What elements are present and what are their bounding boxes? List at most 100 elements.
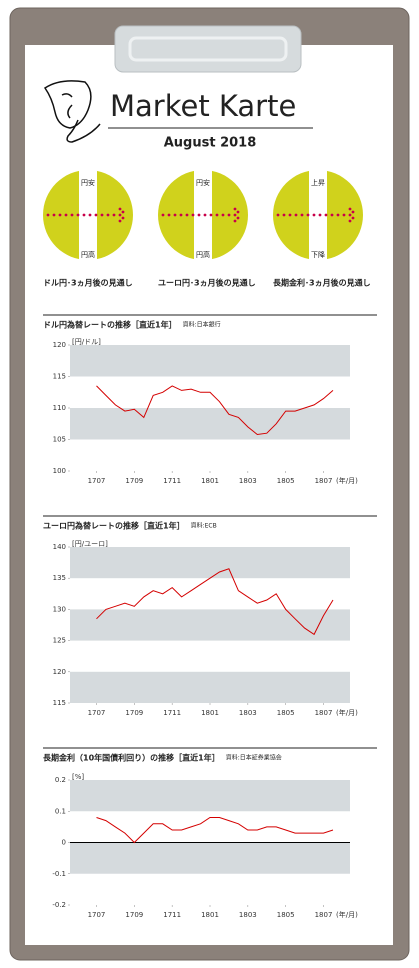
y-tick-label: 135 xyxy=(53,574,66,582)
line-series xyxy=(96,568,334,636)
y-tick-label: -0.1 xyxy=(52,870,66,878)
arrow-dot xyxy=(64,213,68,217)
arrow-dot xyxy=(58,213,62,217)
arrow-dot xyxy=(233,207,237,211)
x-tick-label: 1707 xyxy=(88,477,106,485)
arrow-dot xyxy=(348,213,352,217)
arrow-dot xyxy=(106,213,110,217)
outlook-caption: ドル円･3ヵ月後の見通し xyxy=(43,278,133,288)
grid-band xyxy=(70,547,350,579)
chart: 長期金利（10年国債利回り）の推移［直近1年］ 資料:日本証券業協会 -0.2 -0.… xyxy=(43,747,377,919)
clip-detail xyxy=(128,36,288,62)
y-tick-label: 115 xyxy=(53,373,66,381)
outlook-bottom: 円高 xyxy=(81,250,95,259)
outlook-caption: 長期金利･3ヵ月後の見通し xyxy=(273,278,371,288)
arrow-dot xyxy=(233,213,237,217)
y-tick-label: 125 xyxy=(53,637,66,645)
subtitle: August 2018 xyxy=(164,136,257,151)
outlook-band xyxy=(194,170,212,260)
arrow-dot xyxy=(179,213,183,217)
arrow-dot xyxy=(342,213,346,217)
x-tick-label: 1709 xyxy=(125,709,143,717)
arrow-dot xyxy=(100,213,104,217)
arrow-dot xyxy=(300,213,304,217)
y-tick-label: 120 xyxy=(53,668,66,676)
outlook-top: 円安 xyxy=(196,178,210,187)
chart-source: 資料:日本証券業協会 xyxy=(226,754,282,762)
arrow-dot xyxy=(215,213,219,217)
x-tick-label: 1801 xyxy=(201,709,219,717)
clip xyxy=(114,25,302,73)
x-axis-label: (年/月) xyxy=(336,708,358,717)
outlook-top: 上昇 xyxy=(311,178,325,187)
arrow-dot xyxy=(276,213,280,217)
y-tick-label: 130 xyxy=(53,605,66,613)
unit-label: [円/ユーロ] xyxy=(72,540,108,548)
x-tick-label: 1709 xyxy=(125,911,143,919)
grid-band xyxy=(70,609,350,641)
arrow-dot xyxy=(318,213,322,217)
chart-source: 資料:ECB xyxy=(191,522,217,530)
arrow-dot xyxy=(348,207,352,211)
grid-band xyxy=(70,842,350,874)
x-axis-label: (年/月) xyxy=(336,476,358,485)
outlook-band xyxy=(79,170,97,260)
x-tick-label: 1803 xyxy=(239,709,257,717)
x-tick-label: 1805 xyxy=(277,477,295,485)
outlooks: 円安円高ドル円･3ヵ月後の見通し円安円高ユーロ円･3ヵ月後の見通し上昇下降長期金… xyxy=(43,170,371,288)
arrow-dot xyxy=(312,213,316,217)
arrow-dot xyxy=(233,219,237,223)
x-tick-label: 1805 xyxy=(277,709,295,717)
grid-band xyxy=(70,345,350,377)
x-axis-label: (年/月) xyxy=(336,910,358,919)
y-tick-label: 0.2 xyxy=(55,776,66,784)
arrow-dot xyxy=(185,213,189,217)
arrow-dot xyxy=(52,213,56,217)
chart: ユーロ円為替レートの推移［直近1年］ 資料:ECB 115 120 125 130 135 1… xyxy=(43,515,377,717)
y-tick-label: 0.1 xyxy=(55,807,66,815)
line-series xyxy=(96,817,334,844)
y-tick-label: 120 xyxy=(53,341,66,349)
arrow-dot xyxy=(94,213,98,217)
chart: ドル円為替レートの推移［直近1年］ 資料:日本銀行 100 105 110 115 120 [… xyxy=(43,314,377,485)
arrow-dot xyxy=(236,216,240,220)
y-tick-label: 115 xyxy=(53,699,66,707)
x-tick-label: 1707 xyxy=(88,911,106,919)
y-tick-label: 140 xyxy=(53,543,66,551)
x-tick-label: 1709 xyxy=(125,477,143,485)
arrow-dot xyxy=(236,210,240,214)
grid-band xyxy=(70,780,350,812)
chart-title: ユーロ円為替レートの推移［直近1年］ xyxy=(43,521,185,531)
grid-band xyxy=(70,408,350,440)
arrow-dot xyxy=(121,210,125,214)
x-tick-label: 1801 xyxy=(201,477,219,485)
arrow-dot xyxy=(306,213,310,217)
x-tick-label: 1711 xyxy=(163,911,181,919)
unit-label: [円/ドル] xyxy=(72,338,101,346)
arrow-dot xyxy=(118,219,122,223)
unit-label: [%] xyxy=(72,773,84,781)
arrow-dot xyxy=(294,213,298,217)
x-tick-label: 1801 xyxy=(201,911,219,919)
arrow-dot xyxy=(191,213,195,217)
arrow-dot xyxy=(324,213,328,217)
chart-title: 長期金利（10年国債利回り）の推移［直近1年］ xyxy=(43,753,220,763)
title: Market Karte xyxy=(110,89,296,123)
x-tick-label: 1807 xyxy=(315,911,333,919)
arrow-dot xyxy=(336,213,340,217)
chart-title: ドル円為替レートの推移［直近1年］ xyxy=(43,320,177,330)
arrow-dot xyxy=(288,213,292,217)
arrow-dot xyxy=(351,210,355,214)
y-tick-label: 110 xyxy=(53,404,66,412)
arrow-dot xyxy=(348,219,352,223)
arrow-dot xyxy=(351,216,355,220)
charts: ドル円為替レートの推移［直近1年］ 資料:日本銀行 100 105 110 115 120 [… xyxy=(43,314,377,919)
y-tick-label: 100 xyxy=(53,467,66,475)
arrow-dot xyxy=(70,213,74,217)
x-tick-label: 1803 xyxy=(239,477,257,485)
chart-source: 資料:日本銀行 xyxy=(183,321,221,329)
arrow-dot xyxy=(82,213,86,217)
arrow-dot xyxy=(161,213,165,217)
arrow-dot xyxy=(209,213,213,217)
x-tick-label: 1807 xyxy=(315,709,333,717)
